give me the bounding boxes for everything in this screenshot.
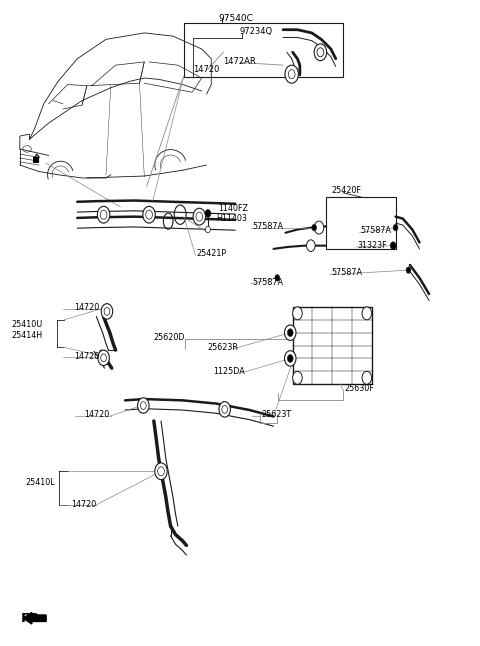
Text: 25630F: 25630F <box>344 384 374 393</box>
Bar <box>326 197 396 249</box>
Text: 1140FZ: 1140FZ <box>218 204 248 213</box>
Circle shape <box>219 402 230 417</box>
Text: 14720: 14720 <box>74 352 99 361</box>
Circle shape <box>97 206 110 223</box>
Text: 14720: 14720 <box>71 500 96 509</box>
Circle shape <box>205 209 211 217</box>
Circle shape <box>314 221 324 234</box>
Text: FR.: FR. <box>21 612 46 625</box>
Text: 31323F: 31323F <box>357 241 387 250</box>
Circle shape <box>143 206 156 223</box>
Circle shape <box>285 65 299 83</box>
Circle shape <box>100 210 107 219</box>
Circle shape <box>288 70 295 79</box>
Circle shape <box>205 226 210 233</box>
Text: 1125DA: 1125DA <box>213 368 245 377</box>
Bar <box>183 23 343 77</box>
Ellipse shape <box>174 205 186 224</box>
Text: 97540C: 97540C <box>218 14 253 23</box>
Text: 25620D: 25620D <box>154 333 185 342</box>
Circle shape <box>157 467 164 475</box>
Circle shape <box>98 350 109 366</box>
Text: 25623R: 25623R <box>207 343 239 352</box>
Circle shape <box>101 354 107 362</box>
Circle shape <box>406 267 411 273</box>
Circle shape <box>104 307 110 315</box>
Circle shape <box>288 329 293 337</box>
Text: 97234Q: 97234Q <box>239 27 272 36</box>
Circle shape <box>275 275 280 281</box>
Text: 25421P: 25421P <box>196 249 226 258</box>
Circle shape <box>393 224 398 231</box>
Text: 57587A: 57587A <box>331 268 362 277</box>
Circle shape <box>193 208 205 225</box>
Circle shape <box>390 242 396 249</box>
Text: 25410L: 25410L <box>25 479 55 487</box>
Circle shape <box>312 224 317 231</box>
Text: 14720: 14720 <box>84 410 110 419</box>
Circle shape <box>196 212 203 221</box>
Circle shape <box>288 355 293 362</box>
Text: 25410U: 25410U <box>11 320 42 329</box>
Ellipse shape <box>163 213 173 229</box>
Text: 25623T: 25623T <box>261 410 291 419</box>
Circle shape <box>138 398 149 413</box>
Bar <box>293 307 372 384</box>
Circle shape <box>146 210 153 219</box>
Text: 25420F: 25420F <box>331 186 361 195</box>
Circle shape <box>314 44 326 61</box>
Text: H11403: H11403 <box>216 214 247 223</box>
Circle shape <box>293 307 302 320</box>
Text: 14720: 14720 <box>193 65 219 74</box>
Circle shape <box>101 304 113 319</box>
Circle shape <box>285 325 296 340</box>
Circle shape <box>155 463 167 479</box>
Circle shape <box>285 351 296 366</box>
Circle shape <box>222 406 228 413</box>
Bar <box>33 157 39 163</box>
Text: 57587A: 57587A <box>252 222 283 231</box>
Circle shape <box>293 371 302 384</box>
Text: 1472AR: 1472AR <box>223 57 256 66</box>
FancyArrow shape <box>23 612 46 624</box>
Text: 57587A: 57587A <box>252 278 283 287</box>
Text: 14720: 14720 <box>74 303 99 312</box>
Circle shape <box>362 371 372 384</box>
Text: 57587A: 57587A <box>360 226 392 235</box>
Circle shape <box>141 402 146 410</box>
Circle shape <box>307 240 315 251</box>
Text: 25414H: 25414H <box>11 331 42 340</box>
Circle shape <box>317 48 324 57</box>
Circle shape <box>362 307 372 320</box>
